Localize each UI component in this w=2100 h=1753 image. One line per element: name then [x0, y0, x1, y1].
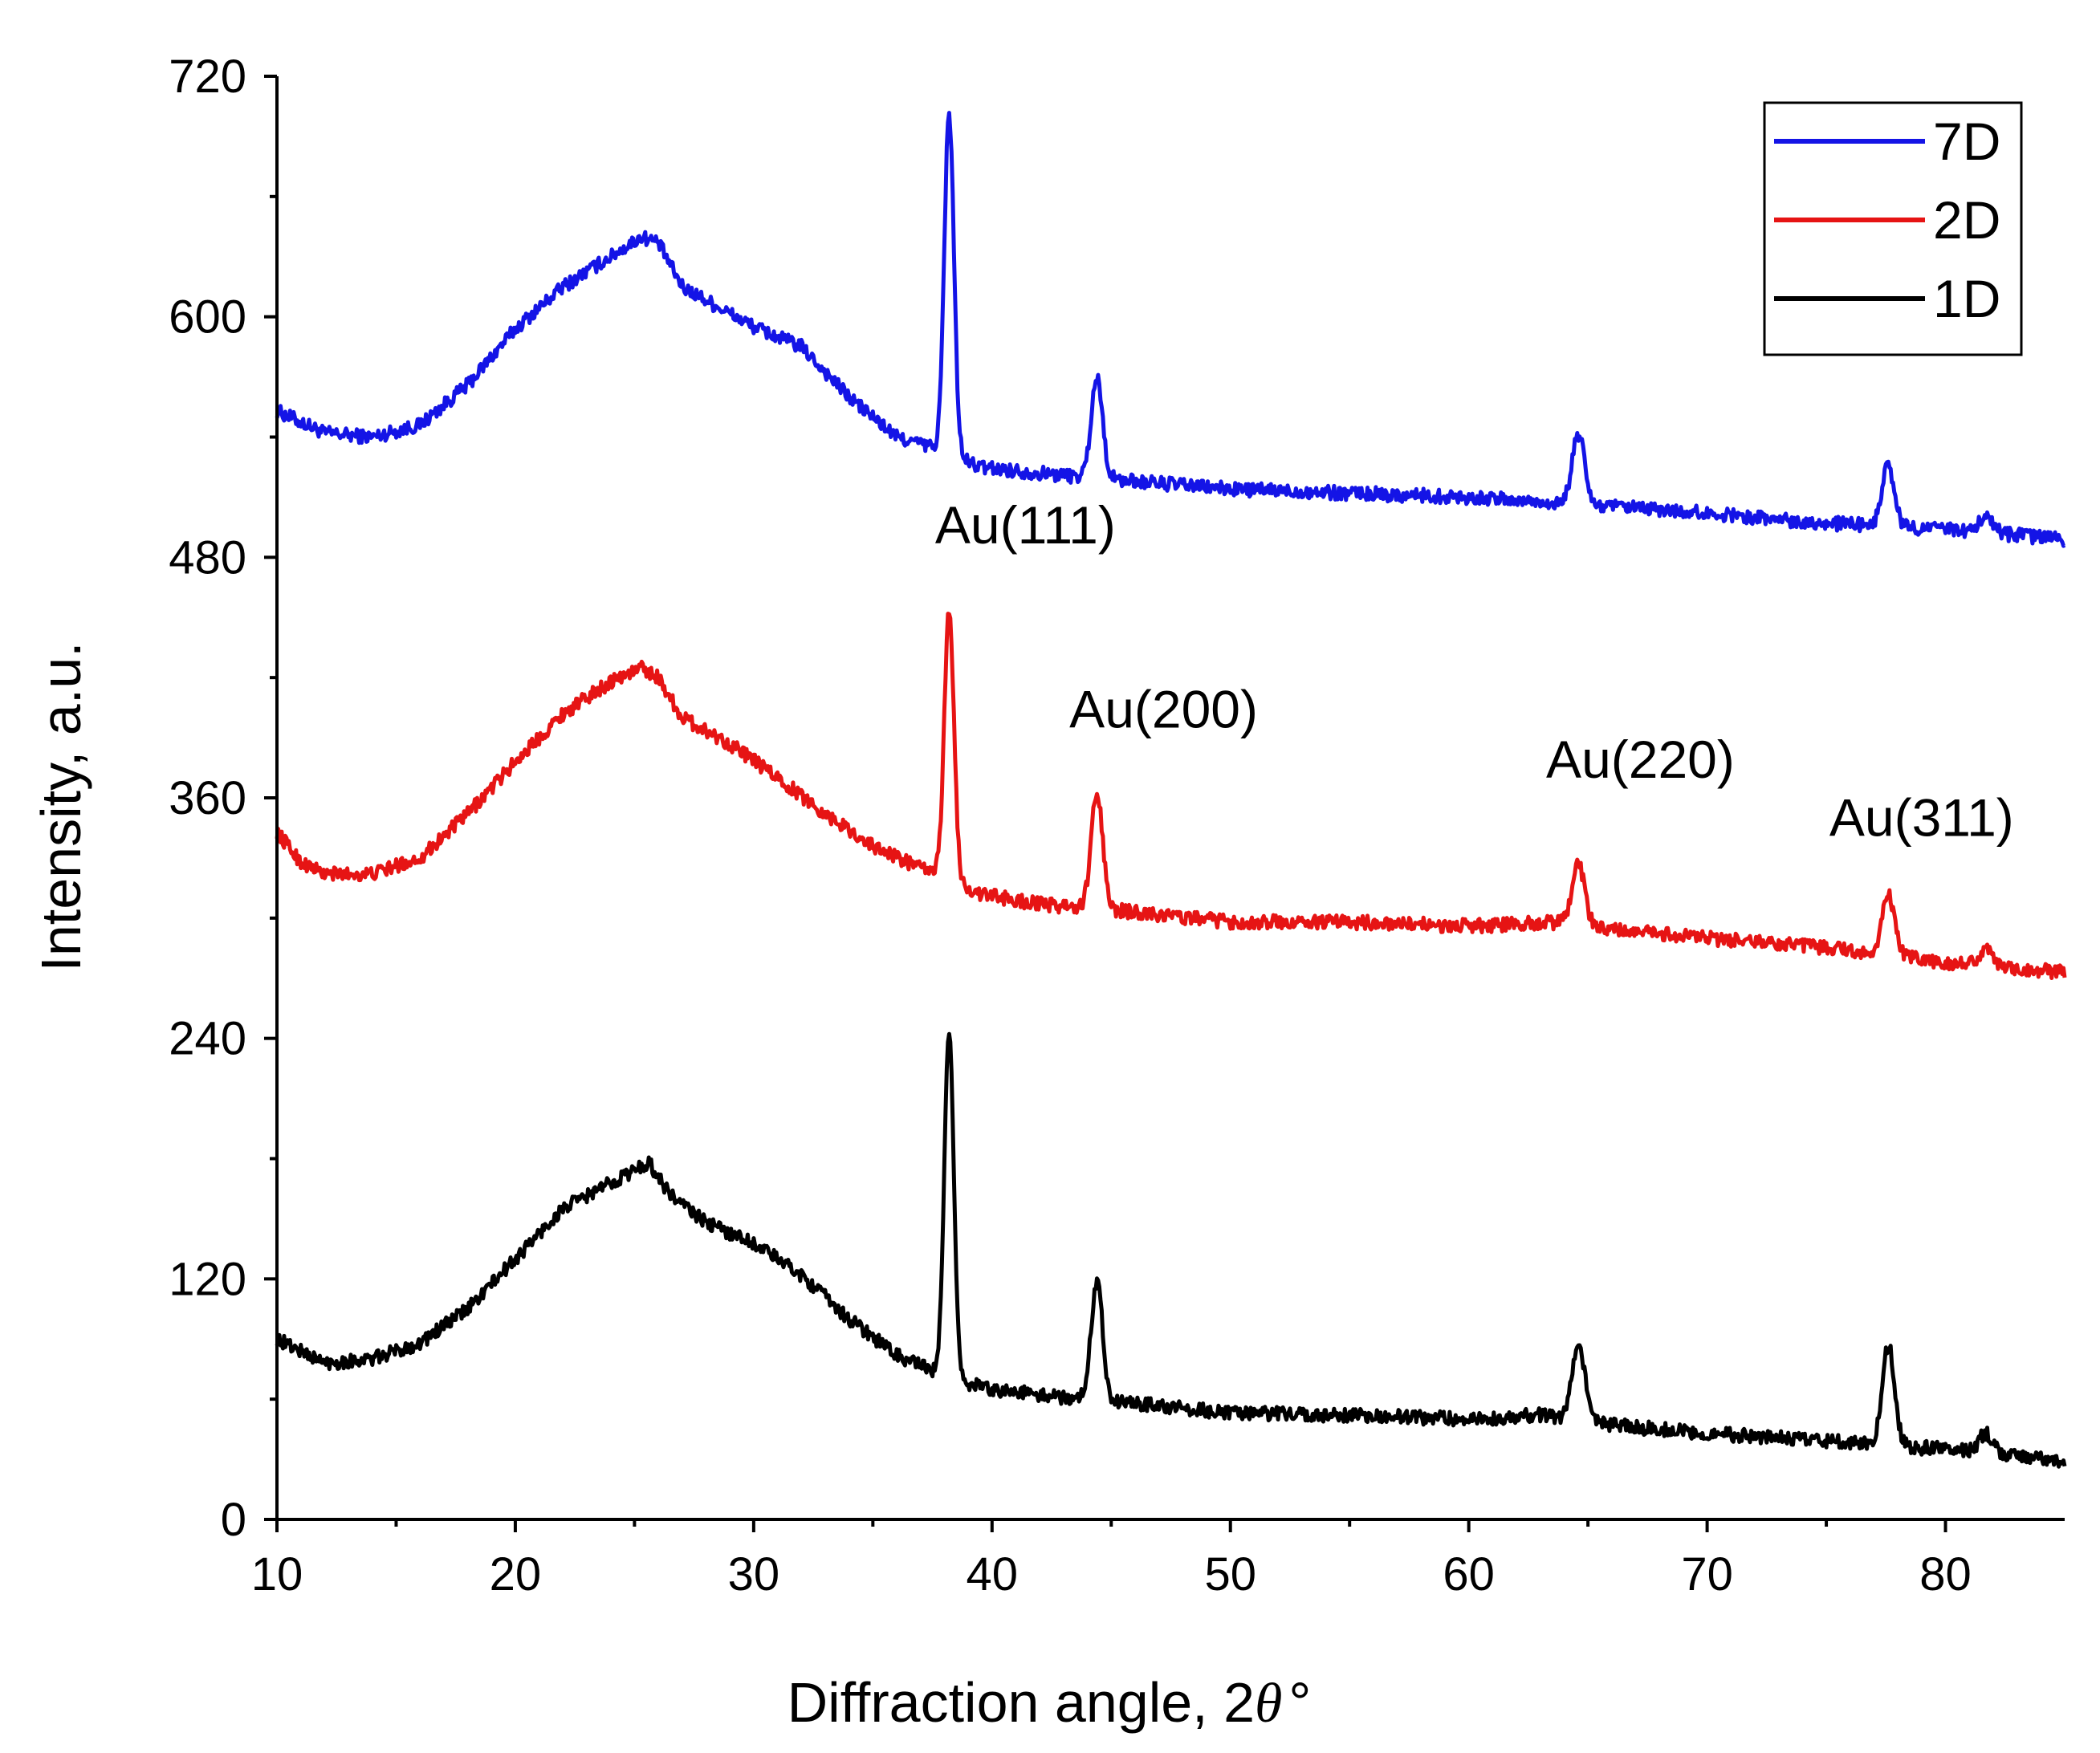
- peak-label: Au(311): [1829, 787, 2014, 847]
- legend-box: [1763, 101, 2023, 356]
- y-tick-label: 720: [169, 51, 246, 103]
- tick-labels: 10 20 30 40 50 60 70 80 0 120 240 360 480 600 720: [169, 51, 1972, 1600]
- x-axis-title-degree: °: [1288, 1671, 1311, 1734]
- axis-frame: [275, 76, 2065, 1521]
- x-tick-label: 60: [1443, 1548, 1495, 1600]
- y-tick-label: 600: [169, 291, 246, 344]
- peak-annotations: Au(111) Au(200) Au(220) Au(311): [935, 495, 2014, 848]
- x-tick-label: 80: [1919, 1548, 1972, 1600]
- legend-label-7d: 7D: [1933, 112, 2000, 171]
- x-tick-label: 50: [1204, 1548, 1256, 1600]
- x-tick-label: 10: [251, 1548, 303, 1600]
- y-tick-label: 360: [169, 772, 246, 824]
- series-line-1d: [275, 1031, 2067, 1469]
- x-tick-label: 20: [490, 1548, 542, 1600]
- legend-items: 7D 2D 1D: [1774, 112, 2000, 328]
- y-axis-title: Intensity, a.u.: [30, 641, 92, 971]
- y-tick-label: 120: [169, 1253, 246, 1305]
- x-axis-title-text: Diffraction angle, 2: [788, 1671, 1255, 1734]
- x-tick-label: 70: [1681, 1548, 1733, 1600]
- y-tick-label: 240: [169, 1013, 246, 1065]
- ticks-layer: [264, 75, 1947, 1532]
- legend: 7D 2D 1D: [1763, 101, 2023, 356]
- y-tick-label: 480: [169, 531, 246, 584]
- series-line-2d: [275, 612, 2067, 980]
- y-tick-label: 0: [221, 1494, 246, 1546]
- series-line-7d: [275, 111, 2066, 548]
- x-tick-label: 30: [728, 1548, 780, 1600]
- series-layer: [275, 111, 2067, 1469]
- legend-label-1d: 1D: [1933, 269, 2000, 328]
- x-axis-title: Diffraction angle, 2θ °: [788, 1671, 1312, 1735]
- x-tick-label: 40: [967, 1548, 1019, 1600]
- peak-label: Au(111): [935, 495, 1116, 555]
- peak-label: Au(200): [1069, 680, 1258, 739]
- peak-label: Au(220): [1546, 730, 1735, 789]
- x-axis-title-theta: θ: [1255, 1673, 1282, 1735]
- legend-label-2d: 2D: [1933, 190, 2000, 250]
